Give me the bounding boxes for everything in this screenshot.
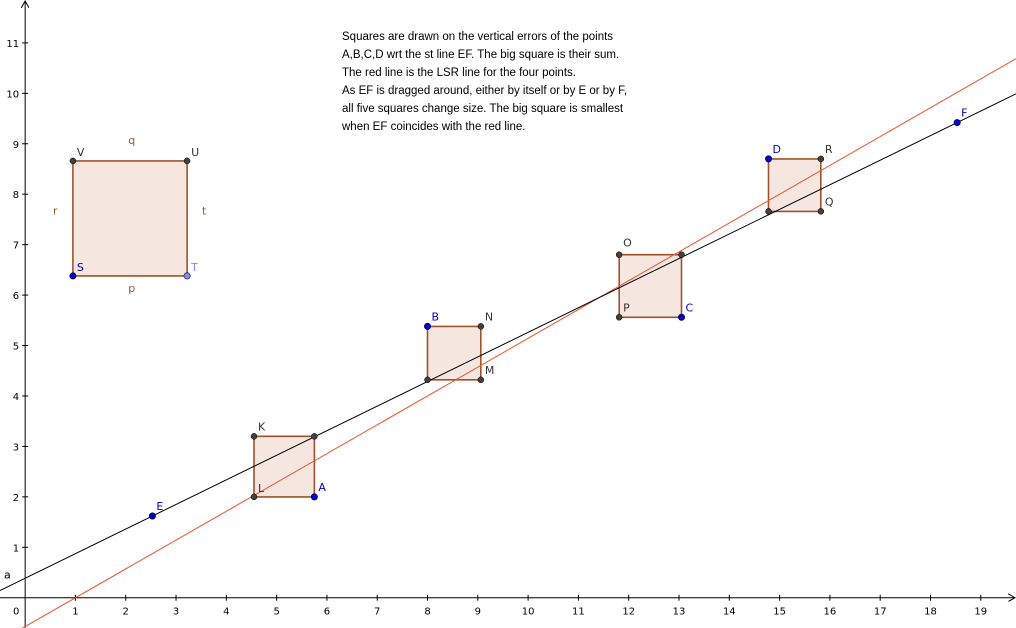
point-label-n: N [485, 310, 493, 323]
origin-label: 0 [13, 607, 19, 618]
instruction-note: Squares are drawn on the vertical errors… [342, 28, 662, 136]
point-label-o: O [623, 237, 632, 250]
x-tick-label: 12 [622, 607, 635, 618]
vertex-point [250, 433, 258, 440]
vertex-point [311, 433, 318, 440]
point-t[interactable] [183, 272, 191, 280]
x-tick-label: 11 [572, 607, 585, 618]
side-label-p: p [128, 282, 135, 295]
vertex-point [250, 493, 258, 501]
x-tick-label: 2 [123, 607, 129, 618]
x-tick-label: 5 [273, 607, 279, 618]
x-tick-label: 8 [424, 607, 430, 618]
y-tick-label: 2 [13, 493, 19, 504]
x-tick-label: 18 [924, 607, 937, 618]
y-tick-label: 1 [13, 543, 19, 554]
x-tick-label: 7 [374, 607, 380, 618]
x-tick-label: 3 [173, 607, 179, 618]
note-line: A,B,C,D wrt the st line EF. The big squa… [342, 49, 620, 61]
point-label-c: C [686, 301, 694, 314]
note-line: Squares are drawn on the vertical errors… [342, 31, 614, 43]
line-ef[interactable] [0, 93, 1016, 591]
lsr-line[interactable] [0, 58, 1016, 628]
point-f[interactable] [953, 119, 961, 127]
vertex-point [817, 208, 825, 215]
x-tick-label: 1 [72, 607, 78, 618]
x-tick-label: 10 [522, 607, 535, 618]
x-tick-label: 9 [475, 607, 481, 618]
note-line: when EF coincides with the red line. [342, 121, 526, 133]
y-tick-label: 5 [13, 342, 19, 353]
y-tick-label: 11 [6, 39, 19, 50]
square-b [426, 325, 482, 381]
x-tick-label: 6 [324, 607, 330, 618]
vertex-point [183, 157, 191, 165]
x-tick-label: 17 [874, 607, 887, 618]
point-label-a: A [318, 481, 326, 494]
vertex-point [477, 376, 485, 384]
vertex-point [765, 208, 772, 215]
x-tick-label: 16 [824, 607, 837, 618]
line-name-label: a [4, 569, 11, 582]
point-c[interactable] [678, 313, 686, 321]
note-line: As EF is dragged around, either by itsel… [342, 85, 628, 97]
y-tick-label: 8 [13, 190, 19, 201]
x-tick-label: 4 [223, 607, 229, 618]
vertex-point [424, 376, 431, 384]
point-label-r: R [825, 143, 833, 156]
point-e[interactable] [148, 512, 156, 520]
side-label-q: q [128, 134, 135, 147]
note-line: The red line is the LSR line for the fou… [342, 67, 576, 79]
x-tick-label: 19 [974, 607, 987, 618]
vertex-point [615, 251, 623, 258]
side-label-t: t [202, 204, 207, 217]
y-tick-label: 6 [13, 291, 19, 302]
y-tick-label: 9 [13, 140, 19, 151]
point-label-v: V [77, 146, 85, 159]
error-squares [72, 158, 822, 498]
vertex-point [678, 251, 685, 258]
x-tick-label: 14 [723, 607, 736, 618]
points [69, 119, 961, 520]
vertex-point [69, 157, 77, 165]
point-s[interactable] [69, 272, 77, 280]
point-label-f: F [961, 107, 967, 120]
vertex-point [817, 155, 825, 163]
point-label-u: U [191, 146, 199, 159]
y-tick-label: 3 [13, 442, 19, 453]
side-label-r: r [53, 204, 58, 217]
y-tick-label: 4 [13, 392, 19, 403]
labels: a L K M N P O Q R V U A B C D E F S Tq r t p [4, 107, 967, 582]
point-label-k: K [258, 420, 266, 433]
point-label-b: B [432, 310, 440, 323]
point-label-d: D [773, 143, 781, 156]
square-big [72, 160, 188, 277]
note-line: all five squares change size. The big sq… [342, 103, 624, 115]
y-tick-label: 10 [6, 89, 19, 100]
point-d[interactable] [765, 155, 773, 163]
point-label-l: L [258, 482, 265, 495]
vertex-point [615, 314, 623, 321]
point-label-q: Q [825, 195, 834, 208]
point-label-p: P [623, 301, 630, 314]
vertex-point [477, 323, 485, 330]
point-label-t: T [190, 261, 198, 274]
y-tick-label: 7 [13, 241, 19, 252]
point-b[interactable] [424, 322, 432, 330]
point-label-m: M [485, 364, 495, 377]
x-tick-label: 15 [773, 607, 786, 618]
point-label-s: S [77, 261, 84, 274]
lines [0, 58, 1016, 628]
x-tick-label: 13 [673, 607, 686, 618]
point-a[interactable] [310, 493, 318, 501]
point-label-e: E [156, 500, 163, 513]
